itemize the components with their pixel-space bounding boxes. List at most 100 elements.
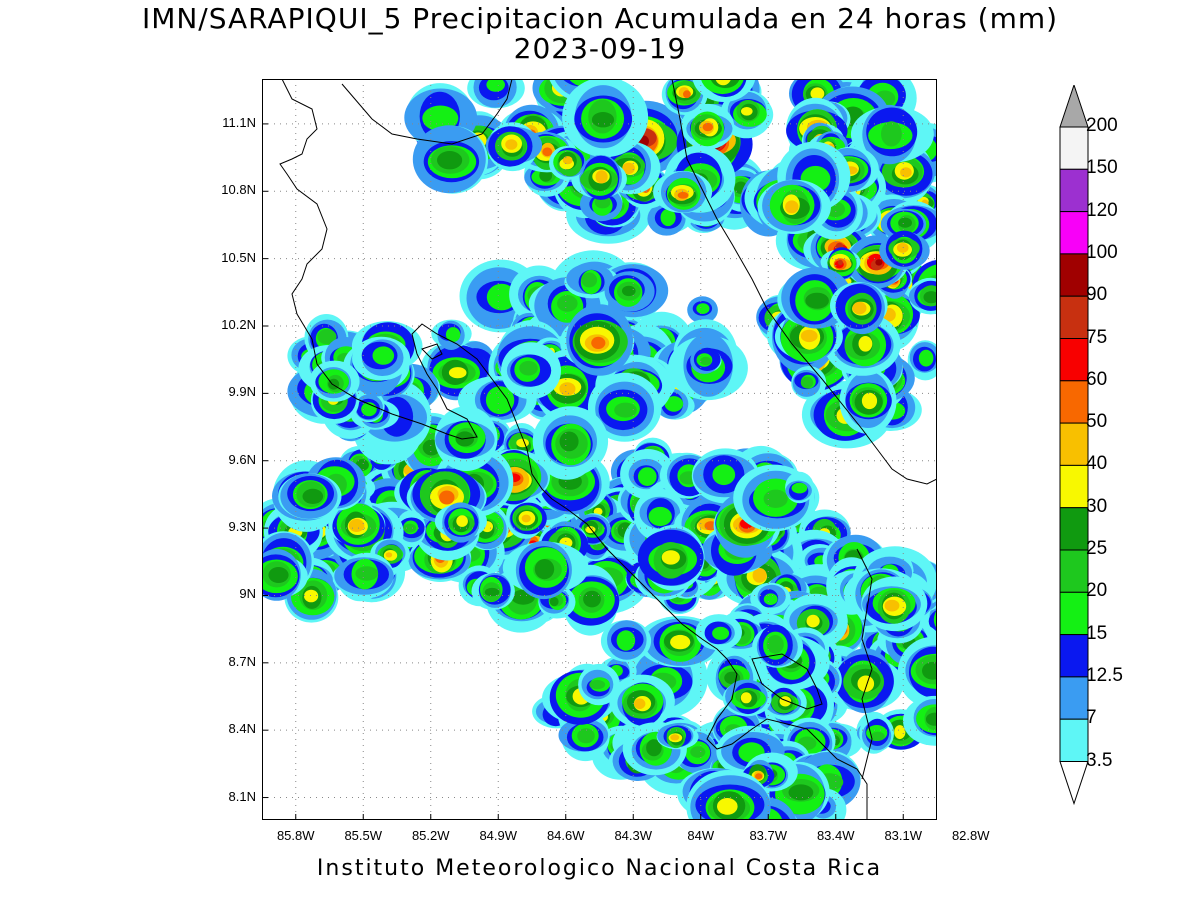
rain-cell — [884, 599, 900, 612]
rain-cell — [861, 392, 878, 410]
rain-cell — [516, 438, 529, 448]
rain-cell — [923, 291, 937, 304]
rain-cell — [614, 402, 637, 418]
rain-cell — [677, 191, 689, 199]
rain-cell — [925, 712, 937, 726]
colorbar-box — [1059, 422, 1089, 466]
rain-cell — [763, 489, 788, 508]
rain-cell — [852, 301, 867, 315]
rain-cell — [837, 259, 843, 266]
rain-cell — [372, 346, 395, 365]
rain-cell — [317, 329, 337, 345]
rain-cell — [788, 784, 814, 801]
rain-cell — [712, 626, 730, 640]
colorbar-box — [1059, 380, 1089, 424]
rain-cell — [622, 285, 636, 297]
colorbar-level-label: 150 — [1086, 157, 1118, 179]
colorbar-level-label: 40 — [1086, 453, 1108, 475]
rain-cell — [542, 147, 553, 157]
colorbar-box — [1059, 464, 1089, 509]
border-south — [856, 548, 873, 780]
map-border — [262, 79, 937, 820]
rain-cell — [922, 661, 937, 680]
colorbar-box — [1059, 634, 1089, 678]
border-north — [341, 79, 513, 145]
rain-cell — [806, 614, 820, 628]
colorbar-level-label: 25 — [1086, 538, 1108, 559]
lon-tick-label: 83.4W — [816, 828, 855, 843]
rain-cell — [638, 467, 657, 486]
rain-cell — [896, 242, 909, 253]
lon-tick-label: 83.7W — [749, 828, 788, 843]
map-date: 2023-09-19 — [513, 32, 687, 65]
colorbar-level-label: 120 — [1086, 199, 1118, 221]
lat-tick-label: 10.5N — [221, 249, 256, 265]
rain-cell — [616, 630, 636, 651]
rain-cell — [591, 112, 615, 128]
colorbar-level-label: 50 — [1086, 411, 1108, 433]
rain-cell — [634, 698, 646, 709]
colorbar-bottom-arrow — [1059, 761, 1089, 806]
rain-cell — [557, 295, 578, 312]
colorbar-level-label: 200 — [1086, 115, 1118, 136]
rain-cell — [539, 169, 553, 182]
rain-cell — [646, 739, 662, 757]
rain-cell — [670, 734, 680, 741]
colorbar-box — [1059, 168, 1089, 213]
colorbar-legend — [1059, 85, 1089, 806]
rain-cell — [900, 167, 912, 178]
rain-cell — [521, 514, 531, 523]
rain-cell — [302, 488, 324, 504]
rain-cell — [800, 376, 814, 389]
rain-cell — [791, 482, 808, 494]
colorbar-box — [1059, 718, 1089, 763]
rain-cell — [559, 431, 579, 452]
rain-cell — [268, 567, 289, 583]
rain-cell — [763, 593, 778, 605]
colorbar-box — [1059, 126, 1089, 170]
rain-cell — [724, 671, 741, 685]
colorbar-box — [1059, 338, 1089, 382]
rain-cell — [670, 634, 691, 650]
rain-cell — [577, 728, 595, 744]
lat-tick-label: 10.2N — [221, 317, 256, 332]
lat-tick-label: 8.4N — [228, 721, 256, 737]
colorbar-box — [1059, 507, 1089, 551]
rain-cell — [715, 79, 732, 86]
colorbar-boxes — [1059, 85, 1089, 806]
rain-cell — [403, 523, 417, 533]
rain-cell — [740, 692, 752, 704]
colorbar-level-label: 20 — [1086, 580, 1108, 602]
colorbar-level-label: 100 — [1086, 241, 1118, 263]
rain-cell — [486, 79, 505, 92]
colorbar-level-label: 90 — [1086, 284, 1108, 306]
rain-cell — [486, 283, 517, 311]
rain-cell — [622, 162, 635, 174]
rain-cell — [661, 550, 680, 565]
colorbar-box — [1059, 295, 1089, 339]
rain-cell — [348, 519, 365, 532]
rain-cell — [741, 107, 753, 116]
rain-cell — [559, 382, 576, 396]
lat-tick-label: 11.1N — [222, 114, 256, 130]
lon-tick-label: 85.5W — [344, 828, 383, 843]
rain-cell — [766, 635, 784, 654]
map-title: IMN/SARAPIQUI_5 Precipitacion Acumulada … — [141, 2, 1059, 35]
rain-cell — [664, 396, 684, 412]
pacific-coast-central — [551, 498, 868, 820]
lat-tick-label: 8.1N — [228, 788, 256, 804]
rain-cell — [562, 156, 573, 165]
rain-cell — [485, 386, 515, 415]
precipitation-field — [262, 79, 937, 820]
rain-cell — [355, 566, 379, 581]
rain-cell — [857, 675, 875, 692]
rain-cell — [445, 327, 461, 343]
rain-cell — [700, 356, 712, 366]
colorbar-box — [1059, 591, 1089, 636]
rain-cell — [519, 360, 538, 376]
rain-cell — [549, 597, 559, 607]
rain-cell — [881, 121, 902, 147]
footer-credit: Instituto Meteorologico Nacional Costa R… — [316, 856, 883, 881]
coastline-layer — [279, 79, 937, 820]
rain-cell — [648, 506, 672, 527]
